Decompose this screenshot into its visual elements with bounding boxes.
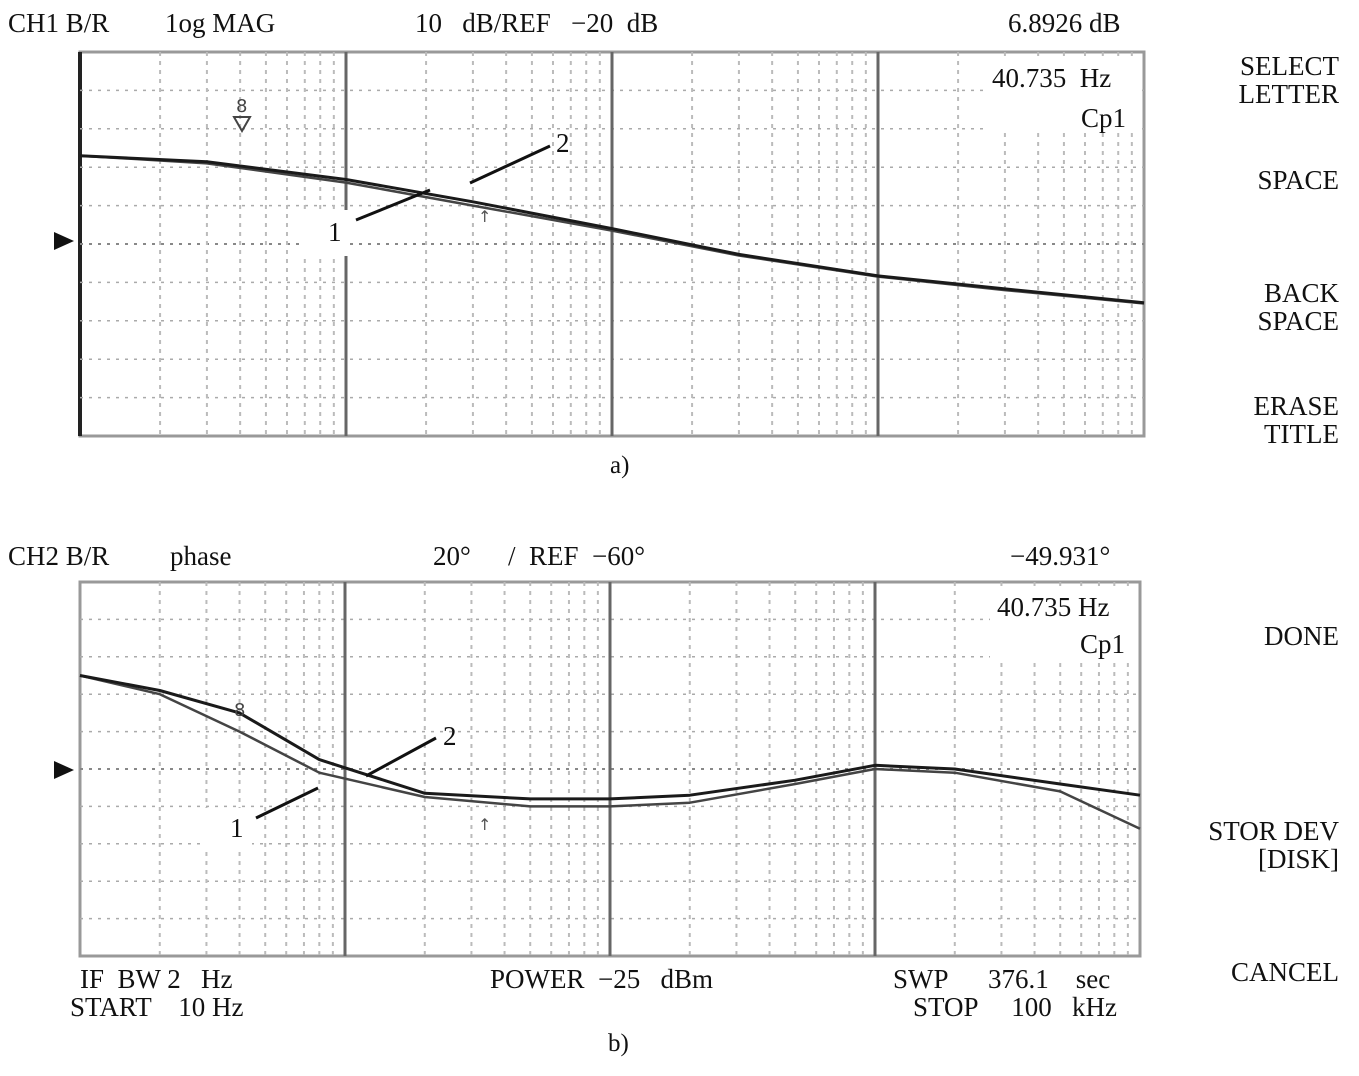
ch1-marker-label: Cp1	[1081, 103, 1127, 133]
footer-power: POWER −25 dBm	[490, 964, 713, 994]
softkey-done[interactable]: DONE	[1264, 621, 1339, 651]
ch1-marker-value: 6.8926 dB	[1008, 8, 1121, 38]
ch2-marker-value: −49.931°	[1010, 541, 1111, 571]
ch1-scale: 10 dB/REF −20 dB	[415, 8, 659, 38]
plot-a: 8 ↑	[54, 50, 1146, 438]
ch2-marker-label: Cp1	[1080, 629, 1126, 659]
ch2-marker-frequency: 40.735 Hz	[997, 592, 1110, 622]
callout-a1-leader	[355, 188, 431, 222]
footer-ifbw: IF BW 2 Hz	[80, 964, 233, 994]
series-line-2	[79, 674, 1141, 801]
marker-tick-a: ↑	[478, 207, 491, 226]
plot-a-series	[79, 154, 1145, 305]
softkey-back-space[interactable]: BACK SPACE	[1257, 278, 1339, 336]
marker-glyph-a: 8	[236, 96, 247, 117]
footer-start: START 10 Hz	[70, 992, 244, 1022]
softkey-select-letter[interactable]: SELECT LETTER	[1238, 51, 1339, 109]
marker-glyph-b: 8	[234, 700, 245, 721]
caption-b: b)	[608, 1030, 629, 1057]
callout-a2-leader	[469, 144, 551, 185]
marker-readout-b-bg	[990, 590, 1136, 660]
ch2-format: phase	[170, 541, 232, 571]
callout-b1-bg	[200, 808, 252, 848]
footer-swp: SWP 376.1 sec	[893, 964, 1111, 994]
softkey-space[interactable]: SPACE	[1257, 165, 1339, 195]
ref-arrow-b	[54, 761, 74, 779]
marker-tick-b: ↑	[478, 815, 491, 834]
callout-b2-label: 2	[443, 721, 457, 751]
series-line-2	[79, 154, 1145, 305]
ch2-scale-ref: / REF −60°	[508, 541, 646, 571]
series-line-1	[79, 674, 1141, 830]
ch1-marker-frequency: 40.735 Hz	[992, 63, 1112, 93]
marker-readout-a-bg	[988, 60, 1138, 130]
marker-triangle-a	[232, 116, 252, 134]
footer-stop: STOP 100 kHz	[913, 992, 1118, 1022]
callout-a1-label: 1	[328, 217, 342, 247]
softkey-stor-dev[interactable]: STOR DEV [DISK]	[1208, 816, 1339, 874]
plot-b: 8 ↑	[54, 580, 1142, 958]
ch1-format: 1og MAG	[165, 8, 276, 38]
ch2-scale-per-div: 20°	[433, 541, 471, 571]
callout-b1-leader	[255, 786, 319, 820]
plot-b-series	[79, 674, 1141, 830]
softkey-cancel[interactable]: CANCEL	[1231, 957, 1339, 987]
softkey-erase-title[interactable]: ERASE TITLE	[1253, 391, 1339, 449]
ref-arrow-a	[54, 232, 74, 250]
ch2-channel: CH2 B/R	[8, 541, 110, 571]
callout-a1-bg	[302, 210, 350, 256]
ch1-channel: CH1 B/R	[8, 8, 110, 38]
callout-b1-label: 1	[230, 813, 244, 843]
callout-a2-label: 2	[556, 128, 570, 158]
callout-b2-leader	[365, 736, 437, 778]
caption-a: a)	[610, 452, 630, 479]
